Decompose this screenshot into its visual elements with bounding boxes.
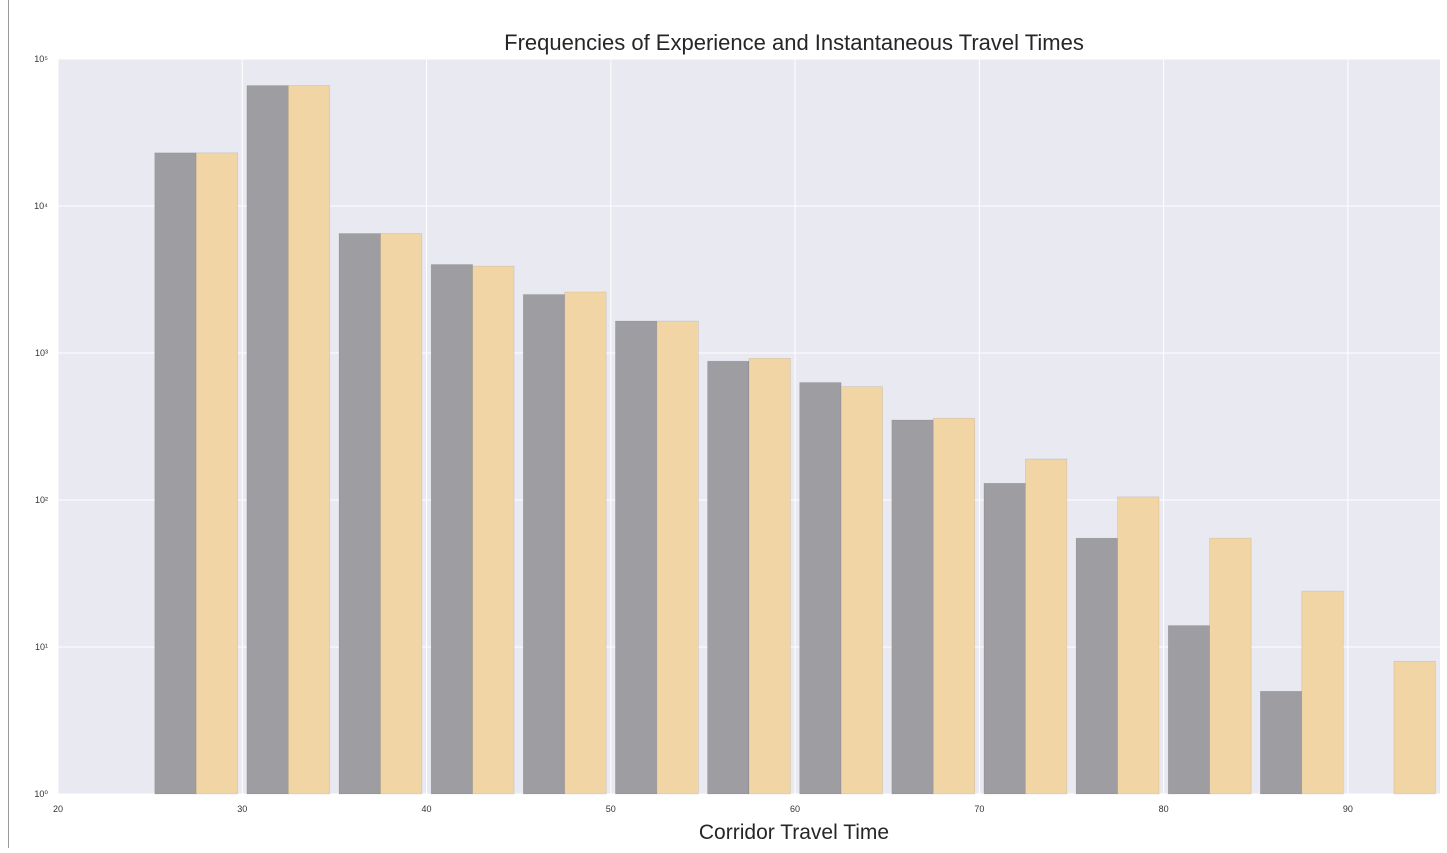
bar-series2-bin-65 xyxy=(932,417,976,795)
bar-series2-bin-25 xyxy=(195,152,238,795)
bar-series2-bin-35 xyxy=(380,233,423,795)
bar-series1-bin-80 xyxy=(1167,625,1210,795)
bar-series1-bin-30 xyxy=(246,85,289,795)
bar-series2-bin-90 xyxy=(1393,660,1436,795)
x-tick-label: 60 xyxy=(790,804,800,814)
tick-labels: 20 30 40 50 60 70 80 90 10⁰ 10¹ 10² 10³ 10⁴ 10⁵ xyxy=(34,54,1353,814)
bar-series2-bin-45 xyxy=(564,291,607,795)
bar-series2-bin-50 xyxy=(656,320,699,795)
x-tick-label: 50 xyxy=(606,804,616,814)
y-tick-label: 10¹ xyxy=(35,642,48,652)
x-tick-label: 80 xyxy=(1159,804,1169,814)
chart-title: Frequencies of Experience and Instantane… xyxy=(504,30,1084,55)
bar-series1-bin-70 xyxy=(983,482,1026,795)
bar-series1-bin-65 xyxy=(891,419,934,795)
y-tick-label: 10² xyxy=(35,495,48,505)
x-axis-label: Corridor Travel Time xyxy=(699,821,889,844)
bar-series2-bin-55 xyxy=(748,358,791,795)
bar-series2-bin-40 xyxy=(472,265,515,795)
y-tick-label: 10³ xyxy=(35,348,48,358)
bar-series1-bin-85 xyxy=(1260,690,1303,795)
bar-series1-bin-50 xyxy=(615,320,658,795)
bar-series1-bin-40 xyxy=(430,264,473,795)
bars xyxy=(154,85,1436,795)
bar-series2-bin-70 xyxy=(1025,458,1068,795)
bar-series2-bin-80 xyxy=(1209,537,1252,795)
x-tick-label: 20 xyxy=(53,804,63,814)
bar-series1-bin-35 xyxy=(338,233,381,795)
bar-series2-bin-60 xyxy=(840,386,883,795)
y-tick-label: 10⁴ xyxy=(34,201,48,211)
x-tick-label: 30 xyxy=(237,804,247,814)
bar-series1-bin-55 xyxy=(707,360,750,795)
bar-series1-bin-60 xyxy=(799,382,842,795)
left-border-line xyxy=(8,0,9,848)
x-tick-label: 70 xyxy=(974,804,984,814)
x-tick-label: 90 xyxy=(1343,804,1353,814)
x-tick-label: 40 xyxy=(422,804,432,814)
bar-series2-bin-30 xyxy=(288,85,331,795)
bar-series1-bin-75 xyxy=(1075,537,1118,795)
bar-series2-bin-85 xyxy=(1301,590,1344,795)
y-tick-label: 10⁰ xyxy=(34,789,48,799)
bar-series2-bin-75 xyxy=(1117,496,1160,795)
y-tick-label: 10⁵ xyxy=(34,54,48,64)
bar-series1-bin-25 xyxy=(154,152,197,795)
bar-series1-bin-45 xyxy=(522,294,566,795)
